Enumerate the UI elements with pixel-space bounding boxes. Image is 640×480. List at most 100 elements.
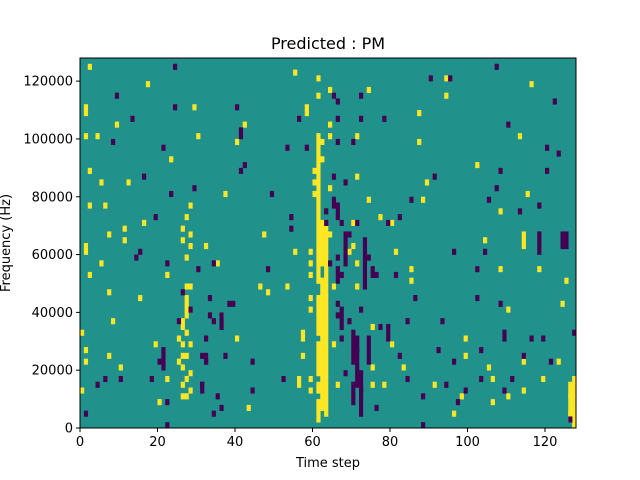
heatmap-cell-negative [331, 202, 337, 209]
heatmap-cell-positive [312, 167, 317, 174]
heatmap-cell-negative [238, 133, 244, 140]
heatmap-cell-positive [308, 375, 313, 383]
heatmap-cell-positive [126, 179, 131, 186]
heatmap-cell-positive [180, 318, 185, 325]
heatmap-cell-positive [463, 335, 468, 342]
heatmap-cell-negative [436, 347, 441, 354]
heatmap-cell-positive [300, 329, 306, 336]
heatmap-cell-negative [545, 144, 550, 151]
heatmap-cell-positive [316, 341, 321, 377]
heatmap-cell-positive [184, 283, 189, 290]
heatmap-cell-negative [134, 254, 139, 261]
heatmap-cell-negative [517, 208, 523, 215]
plot-area [79, 57, 577, 429]
heatmap-cell-positive [297, 375, 302, 383]
heatmap-cell-positive [335, 381, 340, 388]
heatmap-cell-positive [401, 364, 406, 371]
heatmap-cell-positive [328, 231, 333, 238]
heatmap-cell-positive [312, 190, 317, 198]
heatmap-cell-negative [142, 173, 147, 180]
heatmap-cell-positive [83, 104, 89, 111]
heatmap-cell-negative [393, 271, 399, 278]
heatmap-cell-negative [207, 312, 213, 319]
heatmap-cell-negative [324, 208, 329, 215]
heatmap-cell-positive [196, 133, 201, 140]
heatmap-cell-positive [300, 335, 306, 342]
heatmap-cell-positive [316, 399, 321, 423]
heatmap-cell-positive [184, 375, 189, 383]
heatmap-cell-negative [343, 179, 348, 186]
heatmap-cell-negative [149, 375, 154, 383]
heatmap-cell-positive [83, 347, 89, 354]
heatmap-cell-negative [479, 375, 484, 383]
plot-frame [79, 57, 577, 429]
heatmap-cell-negative [568, 416, 573, 423]
heatmap-cell-negative [564, 231, 569, 250]
heatmap-cell-positive [308, 260, 313, 267]
heatmap-cell-positive [165, 271, 170, 278]
heatmap-cell-positive [486, 364, 492, 371]
y-axis-label: Frequency (Hz) [0, 194, 14, 292]
heatmap-cell-positive [521, 231, 526, 250]
heatmap-cell-positive [107, 352, 112, 359]
heatmap-cell-positive [176, 358, 182, 365]
heatmap-cell-negative [180, 289, 185, 296]
heatmap-cell-negative [502, 387, 507, 394]
heatmap-cell-negative [498, 300, 503, 307]
heatmap-cell-positive [444, 75, 449, 82]
heatmap-cell-positive [157, 399, 162, 406]
x-tick-label: 40 [227, 435, 244, 450]
x-tick-label: 120 [533, 435, 558, 450]
heatmap-cell-negative [211, 410, 216, 417]
heatmap-cell-positive [304, 104, 309, 111]
heatmap-cell-positive [184, 352, 189, 359]
heatmap-cell-negative [114, 92, 120, 99]
heatmap-cell-positive [560, 300, 565, 307]
heatmap-cell-negative [130, 115, 135, 122]
heatmap-cell-positive [417, 110, 422, 117]
heatmap-cell-negative [103, 375, 108, 383]
heatmap-cell-negative [324, 219, 329, 226]
heatmap-cell-positive [103, 202, 108, 209]
heatmap-cell-positive [506, 306, 511, 313]
heatmap-cell-negative [153, 214, 158, 221]
heatmap-cell-positive [87, 271, 92, 278]
heatmap-cell-negative [169, 190, 174, 198]
heatmap-cell-negative [335, 300, 340, 307]
heatmap-cell-negative [173, 63, 178, 70]
heatmap-cell-positive [475, 162, 480, 169]
heatmap-cell-positive [498, 266, 503, 273]
heatmap-cell-positive [188, 202, 193, 209]
heatmap-cell-positive [184, 312, 189, 319]
heatmap-cell-negative [386, 219, 391, 226]
heatmap-cell-negative [165, 422, 170, 429]
heatmap-cell-positive [370, 364, 375, 371]
heatmap-cell-positive [308, 387, 313, 394]
heatmap-cell-negative [289, 225, 294, 232]
heatmap-cell-positive [180, 237, 185, 244]
heatmap-cell-positive [95, 133, 100, 140]
heatmap-cell-negative [165, 260, 170, 267]
heatmap-cell-negative [475, 266, 480, 273]
heatmap-cell-negative [238, 167, 244, 174]
heatmap-cell-negative [366, 335, 371, 365]
heatmap-cell-positive [153, 341, 158, 348]
heatmap-cell-negative [238, 127, 244, 134]
heatmap-cell-positive [111, 318, 116, 325]
heatmap-cell-negative [359, 115, 364, 122]
heatmap-cell-negative [351, 138, 356, 146]
y-tick-label: 0 [65, 422, 73, 437]
heatmap-cell-positive [328, 86, 333, 93]
y-axis: 0 20000 40000 60000 80000 100000 120000 [23, 75, 80, 437]
heatmap-cell-positive [320, 138, 325, 146]
heatmap-cell-positive [246, 404, 251, 411]
heatmap-cell-negative [285, 144, 290, 151]
heatmap-cell-positive [370, 323, 375, 331]
heatmap-cell-negative [537, 231, 542, 255]
heatmap-cell-negative [211, 260, 216, 267]
heatmap-cell-positive [490, 399, 495, 406]
heatmap-cell-positive [320, 219, 325, 267]
heatmap-cell-negative [339, 306, 344, 331]
heatmap-cell-positive [184, 306, 189, 313]
